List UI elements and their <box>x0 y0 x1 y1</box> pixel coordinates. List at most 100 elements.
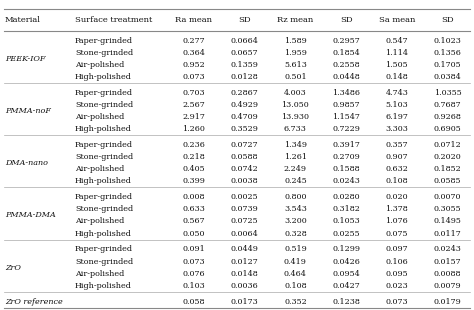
Text: 0.0079: 0.0079 <box>434 282 461 290</box>
Text: Material: Material <box>5 16 41 24</box>
Text: 0.3182: 0.3182 <box>332 205 360 213</box>
Text: 0.3055: 0.3055 <box>434 205 461 213</box>
Text: 13.930: 13.930 <box>282 113 310 121</box>
Text: 3.200: 3.200 <box>284 217 307 225</box>
Text: Sa mean: Sa mean <box>379 16 415 24</box>
Text: 0.0255: 0.0255 <box>332 229 360 237</box>
Text: 0.399: 0.399 <box>182 177 205 185</box>
Text: 0.328: 0.328 <box>284 229 307 237</box>
Text: 0.703: 0.703 <box>182 89 205 97</box>
Text: 0.0157: 0.0157 <box>434 258 461 265</box>
Text: Paper-grinded: Paper-grinded <box>75 37 133 45</box>
Text: 0.218: 0.218 <box>182 153 205 161</box>
Text: 0.1238: 0.1238 <box>332 298 360 306</box>
Text: 0.023: 0.023 <box>385 282 408 290</box>
Text: 0.058: 0.058 <box>182 298 205 306</box>
Text: Stone-grinded: Stone-grinded <box>75 49 133 57</box>
Text: 0.277: 0.277 <box>182 37 205 45</box>
Text: 2.917: 2.917 <box>182 113 205 121</box>
Text: 0.0954: 0.0954 <box>332 270 360 277</box>
Text: 0.073: 0.073 <box>385 298 408 306</box>
Text: 0.0585: 0.0585 <box>434 177 461 185</box>
Text: 0.0384: 0.0384 <box>434 73 462 81</box>
Text: 0.008: 0.008 <box>182 193 205 201</box>
Text: 0.2558: 0.2558 <box>332 61 360 69</box>
Text: 0.091: 0.091 <box>182 246 205 253</box>
Text: PMMA-noF: PMMA-noF <box>5 107 51 115</box>
Text: 0.1299: 0.1299 <box>332 246 360 253</box>
Text: 2.567: 2.567 <box>182 101 205 109</box>
Text: 0.0128: 0.0128 <box>231 73 258 81</box>
Text: 0.1356: 0.1356 <box>434 49 462 57</box>
Text: ZrO reference: ZrO reference <box>5 298 63 306</box>
Text: 3.543: 3.543 <box>284 205 307 213</box>
Text: 0.0038: 0.0038 <box>231 177 258 185</box>
Text: 0.567: 0.567 <box>182 217 205 225</box>
Text: 0.076: 0.076 <box>182 270 205 277</box>
Text: 0.0243: 0.0243 <box>332 177 360 185</box>
Text: 0.0280: 0.0280 <box>332 193 360 201</box>
Text: 1.114: 1.114 <box>385 49 409 57</box>
Text: 6.197: 6.197 <box>385 113 408 121</box>
Text: 0.148: 0.148 <box>385 73 408 81</box>
Text: 0.108: 0.108 <box>385 177 408 185</box>
Text: 5.103: 5.103 <box>385 101 408 109</box>
Text: 1.505: 1.505 <box>385 61 408 69</box>
Text: Stone-grinded: Stone-grinded <box>75 153 133 161</box>
Text: 4.003: 4.003 <box>284 89 307 97</box>
Text: 0.0117: 0.0117 <box>434 229 462 237</box>
Text: 1.349: 1.349 <box>284 141 307 149</box>
Text: 0.0448: 0.0448 <box>332 73 360 81</box>
Text: 0.547: 0.547 <box>385 37 408 45</box>
Text: 0.020: 0.020 <box>385 193 408 201</box>
Text: 0.050: 0.050 <box>182 229 205 237</box>
Text: 0.2867: 0.2867 <box>231 89 258 97</box>
Text: 0.0657: 0.0657 <box>231 49 258 57</box>
Text: 1.378: 1.378 <box>385 205 408 213</box>
Text: 0.097: 0.097 <box>385 246 408 253</box>
Text: 0.0127: 0.0127 <box>231 258 258 265</box>
Text: 0.419: 0.419 <box>284 258 307 265</box>
Text: 0.0727: 0.0727 <box>231 141 258 149</box>
Text: 0.1588: 0.1588 <box>332 165 360 173</box>
Text: 0.9857: 0.9857 <box>332 101 360 109</box>
Text: Paper-grinded: Paper-grinded <box>75 141 133 149</box>
Text: Surface treatment: Surface treatment <box>75 16 153 24</box>
Text: 0.0588: 0.0588 <box>231 153 258 161</box>
Text: 0.073: 0.073 <box>182 73 205 81</box>
Text: 0.1854: 0.1854 <box>332 49 360 57</box>
Text: 0.7229: 0.7229 <box>332 125 360 133</box>
Text: 0.0088: 0.0088 <box>434 270 461 277</box>
Text: 6.733: 6.733 <box>284 125 307 133</box>
Text: 0.0036: 0.0036 <box>231 282 258 290</box>
Text: 0.0739: 0.0739 <box>231 205 258 213</box>
Text: Paper-grinded: Paper-grinded <box>75 89 133 97</box>
Text: Stone-grinded: Stone-grinded <box>75 205 133 213</box>
Text: 0.0712: 0.0712 <box>434 141 462 149</box>
Text: 4.743: 4.743 <box>385 89 408 97</box>
Text: Rz mean: Rz mean <box>277 16 313 24</box>
Text: PMMA-DMA: PMMA-DMA <box>5 211 55 219</box>
Text: Air-polished: Air-polished <box>75 165 124 173</box>
Text: Air-polished: Air-polished <box>75 217 124 225</box>
Text: 3.303: 3.303 <box>385 125 408 133</box>
Text: Air-polished: Air-polished <box>75 61 124 69</box>
Text: 0.633: 0.633 <box>182 205 205 213</box>
Text: 0.0064: 0.0064 <box>231 229 258 237</box>
Text: 0.0148: 0.0148 <box>231 270 258 277</box>
Text: SD: SD <box>238 16 251 24</box>
Text: Air-polished: Air-polished <box>75 270 124 277</box>
Text: 0.7687: 0.7687 <box>434 101 461 109</box>
Text: 0.0243: 0.0243 <box>434 246 462 253</box>
Text: 0.0449: 0.0449 <box>231 246 259 253</box>
Text: DMA-nano: DMA-nano <box>5 159 48 167</box>
Text: 0.3529: 0.3529 <box>231 125 259 133</box>
Text: 0.501: 0.501 <box>284 73 307 81</box>
Text: 0.0173: 0.0173 <box>231 298 258 306</box>
Text: 1.589: 1.589 <box>284 37 307 45</box>
Text: 0.352: 0.352 <box>284 298 307 306</box>
Text: ZrO: ZrO <box>5 264 20 272</box>
Text: Paper-grinded: Paper-grinded <box>75 246 133 253</box>
Text: 13.050: 13.050 <box>282 101 309 109</box>
Text: 5.613: 5.613 <box>284 61 307 69</box>
